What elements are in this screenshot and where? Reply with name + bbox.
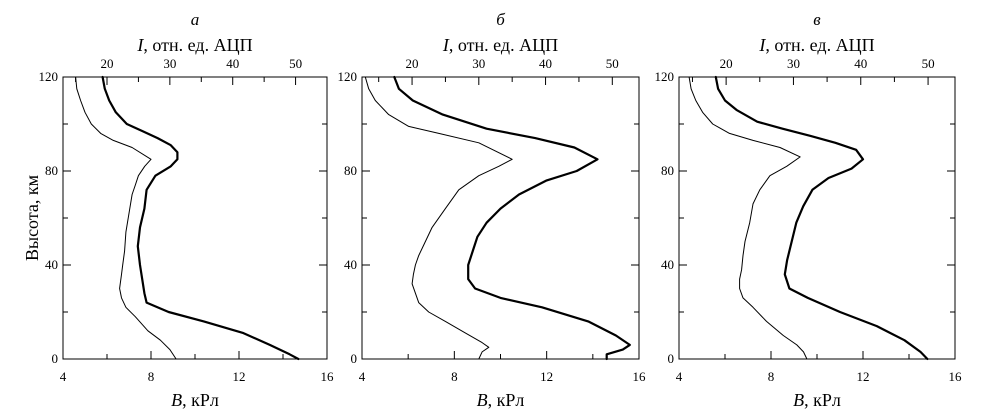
bottom-tick-label: 12 <box>857 369 870 384</box>
bottom-axis-unit: , кРл <box>804 390 841 410</box>
top-tick-label: 40 <box>539 56 552 71</box>
bottom-axis-unit: , кРл <box>182 390 219 410</box>
bottom-axis-title: B, кРл <box>477 390 525 410</box>
y-tick-label: 80 <box>45 163 58 178</box>
bottom-tick-label: 16 <box>633 369 647 384</box>
top-tick-label: 50 <box>922 56 935 71</box>
plot-frame <box>361 76 640 360</box>
top-axis-title: I, отн. ед. АЦП <box>442 35 558 55</box>
y-tick-label: 40 <box>344 257 357 272</box>
panel-2: б I, отн. ед. АЦП B, кРл 4 8 12 16 20 30 40 50 0 40 8… <box>338 10 647 410</box>
series-line-b <box>714 75 929 361</box>
top-axis-symbol: I <box>136 35 144 55</box>
series-line-i <box>688 76 808 360</box>
series-line-b <box>101 75 300 361</box>
top-tick-label: 40 <box>226 56 239 71</box>
top-tick-label: 20 <box>720 56 733 71</box>
plot-frame <box>678 76 956 360</box>
top-tick-label: 50 <box>289 56 302 71</box>
bottom-tick-label: 8 <box>768 369 775 384</box>
bottom-axis-title: B, кРл <box>793 390 841 410</box>
bottom-tick-label: 12 <box>540 369 553 384</box>
series-line-i <box>75 76 177 360</box>
y-axis-title: Высота, км <box>22 175 42 261</box>
y-tick-label: 0 <box>668 351 675 366</box>
bottom-tick-label: 4 <box>676 369 683 384</box>
series-line-i <box>364 76 513 360</box>
top-tick-label: 20 <box>406 56 419 71</box>
y-tick-label: 0 <box>52 351 59 366</box>
plot-frame <box>62 76 328 360</box>
top-axis-unit: , отн. ед. АЦП <box>449 35 558 55</box>
top-tick-label: 30 <box>163 56 176 71</box>
bottom-axis-title: B, кРл <box>171 390 219 410</box>
y-tick-label: 120 <box>39 69 59 84</box>
top-tick-label: 50 <box>606 56 619 71</box>
y-tick-label: 40 <box>661 257 674 272</box>
bottom-tick-label: 8 <box>148 369 155 384</box>
top-tick-label: 30 <box>472 56 485 71</box>
y-tick-label: 40 <box>45 257 58 272</box>
bottom-tick-label: 4 <box>359 369 366 384</box>
y-tick-label: 120 <box>338 69 358 84</box>
y-tick-label: 0 <box>351 351 358 366</box>
y-tick-label: 80 <box>344 163 357 178</box>
bottom-axis-unit: , кРл <box>488 390 525 410</box>
top-axis-unit: , отн. ед. АЦП <box>765 35 874 55</box>
series-line-b <box>393 75 631 361</box>
top-axis-symbol: I <box>442 35 450 55</box>
panel-3: в I, отн. ед. АЦП B, кРл 4 8 12 16 20 30 40 50 0 40 8… <box>655 10 963 410</box>
panel-label: б <box>496 10 505 29</box>
y-tick-label: 80 <box>661 163 674 178</box>
top-tick-label: 40 <box>854 56 867 71</box>
panel-label: а <box>191 10 200 29</box>
bottom-tick-label: 16 <box>949 369 963 384</box>
top-axis-unit: , отн. ед. АЦП <box>143 35 252 55</box>
bottom-axis-symbol: B <box>793 390 804 410</box>
bottom-tick-label: 8 <box>451 369 458 384</box>
top-tick-label: 30 <box>787 56 800 71</box>
bottom-tick-label: 12 <box>233 369 246 384</box>
bottom-tick-label: 4 <box>60 369 67 384</box>
panel-1: а I, отн. ед. АЦП B, кРл 4 8 12 16 20 30 40 50 0 40 8… <box>39 10 335 410</box>
top-axis-title: I, отн. ед. АЦП <box>136 35 252 55</box>
panel-label: в <box>813 10 821 29</box>
top-axis-title: I, отн. ед. АЦП <box>758 35 874 55</box>
bottom-tick-label: 16 <box>321 369 335 384</box>
bottom-axis-symbol: B <box>171 390 182 410</box>
y-tick-label: 120 <box>655 69 675 84</box>
top-tick-label: 20 <box>101 56 114 71</box>
bottom-axis-symbol: B <box>477 390 488 410</box>
top-axis-symbol: I <box>758 35 766 55</box>
